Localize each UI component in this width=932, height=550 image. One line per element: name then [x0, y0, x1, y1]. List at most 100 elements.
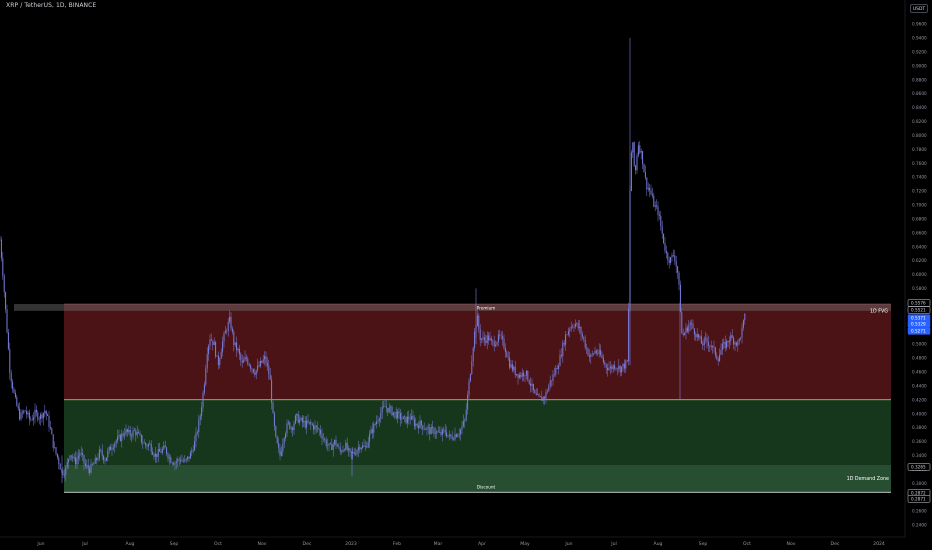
candle-body — [49, 426, 51, 429]
price-tag-box — [907, 463, 931, 471]
candle — [335, 435, 337, 450]
candle-body — [7, 332, 9, 350]
candle-body — [299, 419, 301, 423]
candle-body — [101, 450, 103, 456]
candle — [59, 462, 61, 470]
candle-body — [3, 275, 5, 292]
candle-body — [264, 356, 266, 360]
candle — [560, 348, 562, 359]
candle-body — [327, 445, 329, 446]
candle — [94, 454, 96, 465]
candle-body — [234, 342, 236, 345]
candle — [26, 406, 28, 419]
candle — [684, 331, 686, 336]
time-tick-label: Jul — [610, 541, 617, 547]
candle-body — [465, 409, 467, 420]
candle — [317, 421, 319, 433]
candle — [541, 390, 543, 401]
candle — [723, 338, 725, 350]
time-axis[interactable]: Jun Jul Aug Sep Oct Nov Dec 2023 Feb Mar Apr May Jun… — [0, 536, 905, 547]
candle-body — [160, 451, 162, 453]
candle — [178, 457, 180, 466]
candle-body — [40, 414, 42, 419]
candle — [721, 339, 723, 356]
candle-body — [34, 409, 36, 418]
candle-body — [287, 422, 289, 424]
candle-body — [276, 436, 278, 444]
candle — [339, 442, 341, 456]
candle — [423, 422, 425, 431]
candle-body — [689, 322, 691, 326]
candle — [661, 220, 663, 239]
candle-body — [30, 419, 32, 421]
candle — [462, 414, 464, 428]
candle-body — [420, 420, 422, 426]
candle-body — [271, 379, 273, 403]
candle — [203, 381, 205, 396]
candle-body — [493, 341, 495, 347]
candle — [41, 411, 43, 423]
symbol-title[interactable]: XRP / TetherUS, 1D, BINANCE — [6, 2, 97, 9]
candle-body — [636, 155, 638, 171]
candle — [198, 414, 200, 439]
candle — [14, 389, 16, 399]
candle — [663, 233, 665, 245]
currency-badge[interactable]: USDT — [910, 4, 928, 13]
candle-body — [661, 226, 663, 234]
candle — [114, 441, 116, 453]
candle — [555, 365, 557, 377]
candle — [399, 408, 401, 427]
candle — [523, 370, 525, 382]
candle-body — [364, 446, 366, 447]
candle — [334, 439, 336, 447]
candle-body — [115, 440, 117, 444]
candle — [250, 363, 252, 372]
candle — [397, 408, 399, 424]
candle — [245, 354, 247, 362]
candle-body — [175, 461, 177, 464]
candle — [486, 331, 488, 350]
candle — [209, 334, 211, 351]
candle-body — [516, 373, 518, 375]
candle — [418, 421, 420, 434]
candle-body — [598, 349, 600, 354]
candle — [212, 340, 214, 351]
candle-body — [692, 323, 694, 329]
candle — [577, 320, 579, 331]
candle-body — [432, 427, 434, 429]
candle-body — [322, 438, 324, 440]
candle-body — [346, 442, 348, 450]
candle — [58, 455, 60, 470]
candle-body — [710, 345, 712, 348]
candle — [693, 328, 695, 341]
candle-body — [293, 423, 295, 431]
candle-body — [357, 447, 359, 451]
candle-body — [93, 463, 95, 465]
candle-body — [0, 239, 1, 241]
candle — [406, 411, 408, 429]
candle — [605, 363, 607, 374]
candle-body — [499, 334, 501, 336]
price-tick-label: 0.4600 — [912, 370, 927, 375]
candle — [497, 329, 499, 347]
candle — [478, 312, 480, 333]
candle-body — [649, 188, 651, 191]
candle-body — [521, 372, 523, 377]
candle — [308, 421, 310, 426]
candle-body — [671, 254, 673, 258]
candle-body — [513, 366, 515, 371]
candle — [675, 255, 677, 274]
candle — [412, 410, 414, 421]
price-axis[interactable]: 0.9600 0.9400 0.9200 0.9000 0.8800 0.8600 0.84… — [904, 0, 927, 537]
candle-body — [182, 460, 184, 462]
candle-body — [706, 337, 708, 342]
candle — [196, 429, 198, 436]
price-tick-label: 0.5800 — [912, 286, 927, 291]
candle — [216, 355, 218, 357]
candle — [685, 323, 687, 340]
candle — [201, 401, 203, 421]
candle-body — [51, 428, 53, 435]
candle — [96, 456, 98, 465]
candle-body — [84, 463, 86, 466]
